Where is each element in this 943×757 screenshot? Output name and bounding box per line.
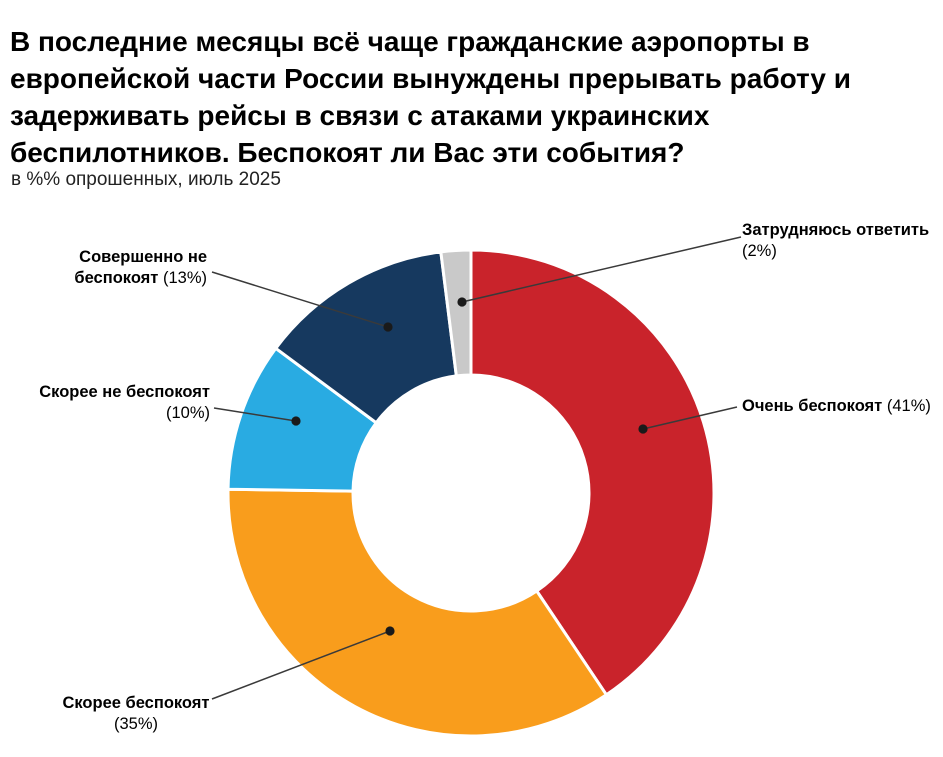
label-sovershenno-ne-bespokoyat: Совершенно не беспокоят (13%) [55,247,207,289]
leader-line-2 [211,630,391,700]
callout-line: (2%) [742,242,777,260]
leader-line-5 [461,236,742,303]
callout-line: Скорее не беспокоят [39,383,210,401]
leader-dot-2 [385,626,395,636]
leader-dot-5 [457,297,467,307]
leader-line-4 [211,271,389,328]
donut-segment-2 [226,487,609,738]
donut-segment-5 [439,248,473,378]
label-zatrudnyayus-otvetit: Затрудняюсь ответить (2%) [742,220,940,262]
callout-line: Затрудняюсь ответить [742,221,930,239]
donut-segment-4 [273,250,459,425]
chart-subtitle: в %% опрошенных, июль 2025 [11,169,281,190]
callout-line: (10%) [165,404,210,422]
label-ochen-bespokoyat: Очень беспокоят (41%) [742,396,940,417]
callout-line: Совершенно не [79,248,207,266]
leader-dot-3 [291,416,301,426]
callout-line: Скорее беспокоят [62,694,210,712]
leader-line-1 [642,406,738,430]
label-skoree-ne-bespokoyat: Скорее не беспокоят (10%) [28,382,210,424]
question-title: В последние месяцы всё чаще гражданские … [10,25,851,168]
callout-line: (35%) [113,715,158,733]
donut-segment-1 [469,248,716,697]
label-skoree-bespokoyat: Скорее беспокоят (35%) [58,693,214,735]
leader-dot-1 [638,424,648,434]
leader-dot-4 [383,322,393,332]
leader-line-3 [213,407,297,422]
callout-line: беспокоят (13%) [74,269,207,287]
callout-line: Очень беспокоят (41%) [742,397,931,415]
